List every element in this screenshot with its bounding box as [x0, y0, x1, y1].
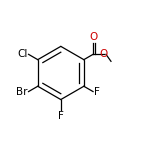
Text: Cl: Cl [17, 49, 28, 59]
Text: F: F [94, 87, 100, 97]
Text: O: O [100, 49, 108, 59]
Text: Br: Br [16, 87, 28, 97]
Text: O: O [90, 33, 98, 42]
Text: F: F [58, 111, 64, 121]
